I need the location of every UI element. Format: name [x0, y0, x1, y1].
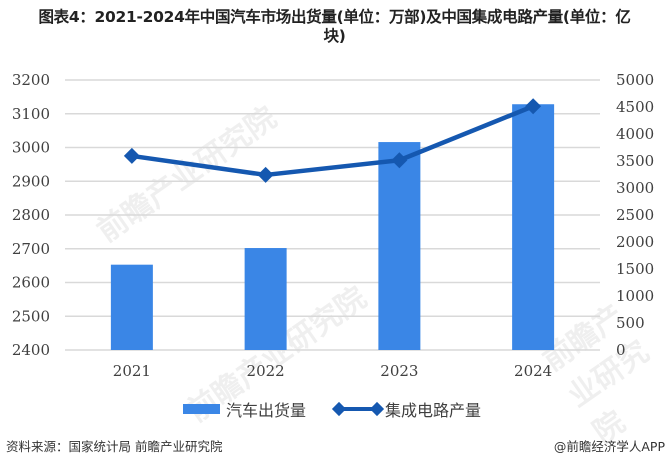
left-axis-tick: 2700: [12, 240, 50, 258]
bar-2024: [512, 104, 555, 350]
credit-note: @前瞻经济学人APP: [553, 439, 665, 454]
right-y-axis: 0 500 1000 1500 2000 2500 3000 3500 4000 4500 5000: [616, 71, 654, 359]
x-axis-tick: 2021: [113, 362, 151, 380]
bar-2022: [244, 248, 287, 350]
bar-series-auto-shipments: [110, 104, 555, 350]
left-axis-tick: 2900: [12, 172, 50, 190]
x-axis: 2021 2022 2023 2024: [113, 362, 552, 380]
x-axis-tick: 2022: [247, 362, 285, 380]
x-axis-tick: 2023: [380, 362, 418, 380]
right-axis-tick: 500: [616, 314, 645, 332]
footer: 资料来源：国家统计局 前瞻产业研究院 @前瞻经济学人APP: [0, 436, 669, 454]
right-axis-tick: 4500: [616, 98, 654, 116]
diamond-marker-icon: [391, 152, 408, 169]
left-axis-tick: 2800: [12, 206, 50, 224]
legend-line-diamond-icon: [331, 401, 385, 417]
legend-bar-label: 汽车出货量: [226, 401, 307, 420]
diamond-marker-icon: [123, 147, 140, 164]
chart-title: 图表4：2021-2024年中国汽车市场出货量(单位：万部)及中国集成电路产量(…: [0, 8, 669, 46]
chart-title-line1: 图表4：2021-2024年中国汽车市场出货量(单位：万部)及中国集成电路产量(…: [38, 8, 631, 26]
diamond-marker-icon: [525, 98, 542, 115]
legend-bar-swatch-icon: [183, 404, 220, 414]
right-axis-tick: 2500: [616, 206, 654, 224]
right-axis-tick: 3500: [616, 152, 654, 170]
legend-item-line: 集成电路产量: [331, 398, 482, 420]
right-axis-tick: 2000: [616, 233, 654, 251]
left-axis-tick: 2600: [12, 274, 50, 292]
bar-2023: [378, 142, 421, 350]
right-axis-tick: 0: [616, 341, 626, 359]
bar-2021: [110, 264, 153, 350]
right-axis-tick: 3000: [616, 179, 654, 197]
chart-title-line2: 块): [323, 27, 346, 45]
source-note: 资料来源：国家统计局 前瞻产业研究院: [6, 439, 223, 454]
left-axis-tick: 3100: [12, 105, 50, 123]
left-axis-tick: 3000: [12, 139, 50, 157]
legend-line-label: 集成电路产量: [385, 401, 482, 420]
left-axis-tick: 2400: [12, 341, 50, 359]
right-axis-tick: 1500: [616, 260, 654, 278]
right-axis-tick: 4000: [616, 125, 654, 143]
legend-item-bar: 汽车出货量: [183, 398, 306, 420]
left-axis-tick: 3200: [12, 71, 50, 89]
right-axis-tick: 1000: [616, 287, 654, 305]
diamond-marker-icon: [257, 166, 274, 183]
left-axis-tick: 2500: [12, 307, 50, 325]
combo-chart: 2400 2500 2600 2700 2800 2900 3000 3100 3200 0 50…: [12, 71, 654, 380]
legend: 汽车出货量 集成电路产量: [0, 398, 669, 420]
left-y-axis: 2400 2500 2600 2700 2800 2900 3000 3100 3200: [12, 71, 50, 359]
ic-production-line: [131, 104, 534, 178]
right-axis-tick: 5000: [616, 71, 654, 89]
x-axis-tick: 2024: [514, 362, 552, 380]
line-series-ic-production: [123, 98, 542, 183]
